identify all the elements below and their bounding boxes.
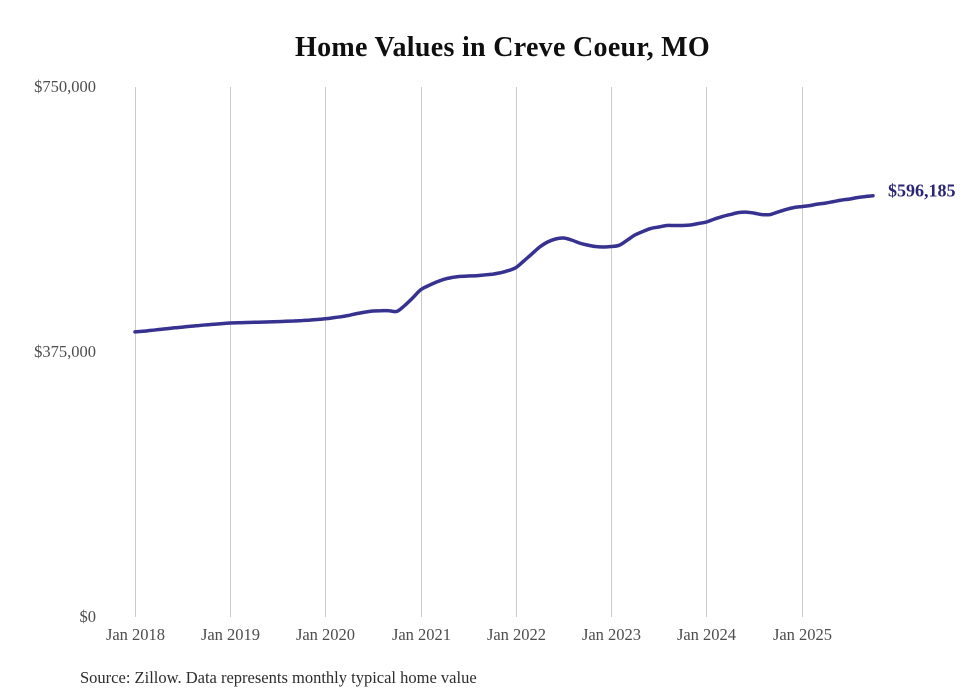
end-value-label: $596,185 (888, 181, 956, 201)
source-note: Source: Zillow. Data represents monthly … (80, 668, 477, 687)
x-tick-label: Jan 2018 (106, 625, 165, 644)
x-tick-label: Jan 2025 (773, 625, 832, 644)
x-tick-label: Jan 2020 (296, 625, 355, 644)
y-tick-label: $375,000 (34, 342, 96, 361)
x-tick-label: Jan 2019 (201, 625, 260, 644)
x-tick-label: Jan 2023 (582, 625, 641, 644)
y-tick-label: $750,000 (34, 77, 96, 96)
home-value-line (133, 193, 875, 334)
chart-title: Home Values in Creve Coeur, MO (295, 32, 710, 63)
x-tick-label: Jan 2024 (677, 625, 736, 644)
x-tick-label: Jan 2022 (487, 625, 546, 644)
x-tick-label: Jan 2021 (392, 625, 451, 644)
y-tick-label: $0 (80, 607, 97, 626)
